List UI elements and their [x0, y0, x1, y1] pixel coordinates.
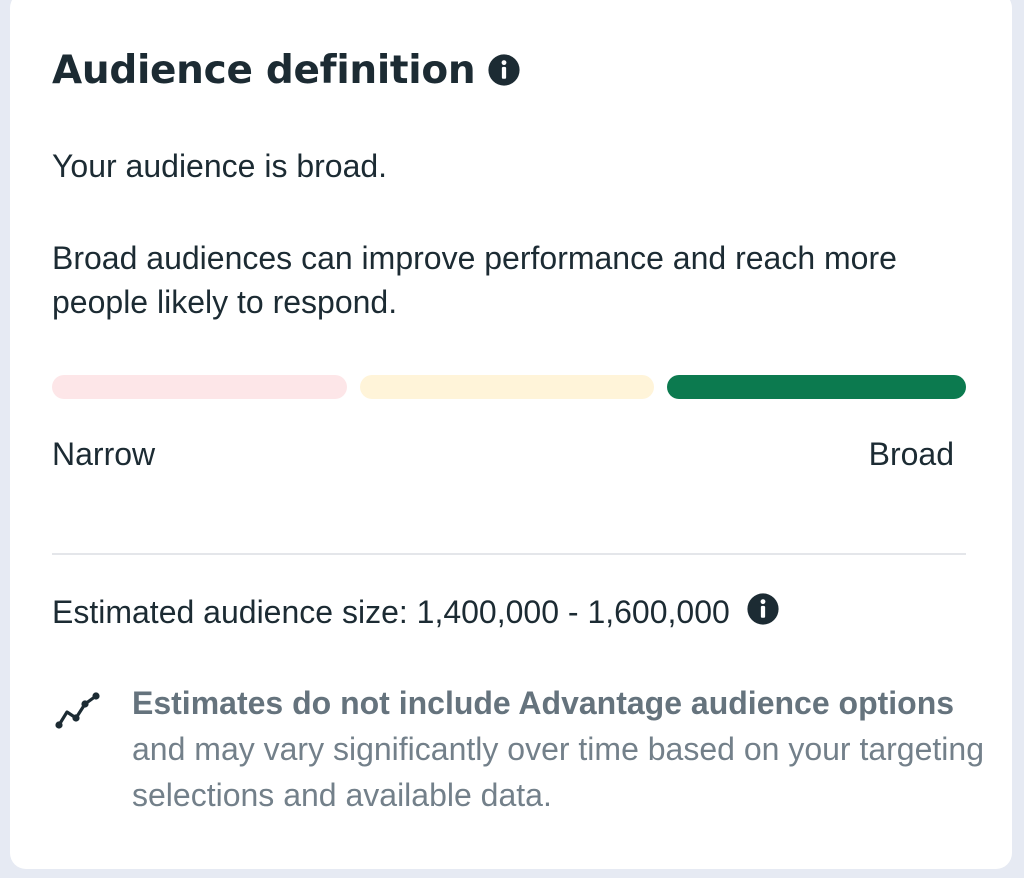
section-divider [52, 553, 966, 555]
meter-label-broad: Broad [868, 436, 954, 472]
audience-definition-card: Audience definition Your audience is bro… [10, 0, 1012, 869]
trend-line-icon [52, 684, 104, 736]
card-header: Audience definition [52, 44, 521, 96]
disclaimer-bold-text: Estimates do not include Advantage audie… [132, 685, 955, 721]
estimate-value: 1,400,000 - 1,600,000 [416, 593, 730, 630]
audience-description: Broad audiences can improve performance … [52, 240, 897, 320]
estimate-disclaimer: Estimates do not include Advantage audie… [52, 680, 992, 818]
info-icon[interactable] [487, 53, 521, 87]
meter-segment-mid [360, 375, 654, 399]
estimated-audience-size: Estimated audience size: 1,400,000 - 1,6… [52, 592, 780, 632]
audience-breadth-meter [52, 375, 966, 399]
info-icon[interactable] [746, 592, 780, 626]
card-title: Audience definition [52, 47, 476, 93]
audience-status-text: Your audience is broad. [52, 148, 388, 184]
meter-label-narrow: Narrow [52, 436, 156, 472]
meter-segment-broad [667, 375, 966, 399]
disclaimer-text: Estimates do not include Advantage audie… [132, 680, 992, 818]
meter-segment-narrow [52, 375, 347, 399]
disclaimer-rest-text: and may vary significantly over time bas… [132, 731, 984, 813]
estimate-label: Estimated audience size: [52, 593, 408, 630]
